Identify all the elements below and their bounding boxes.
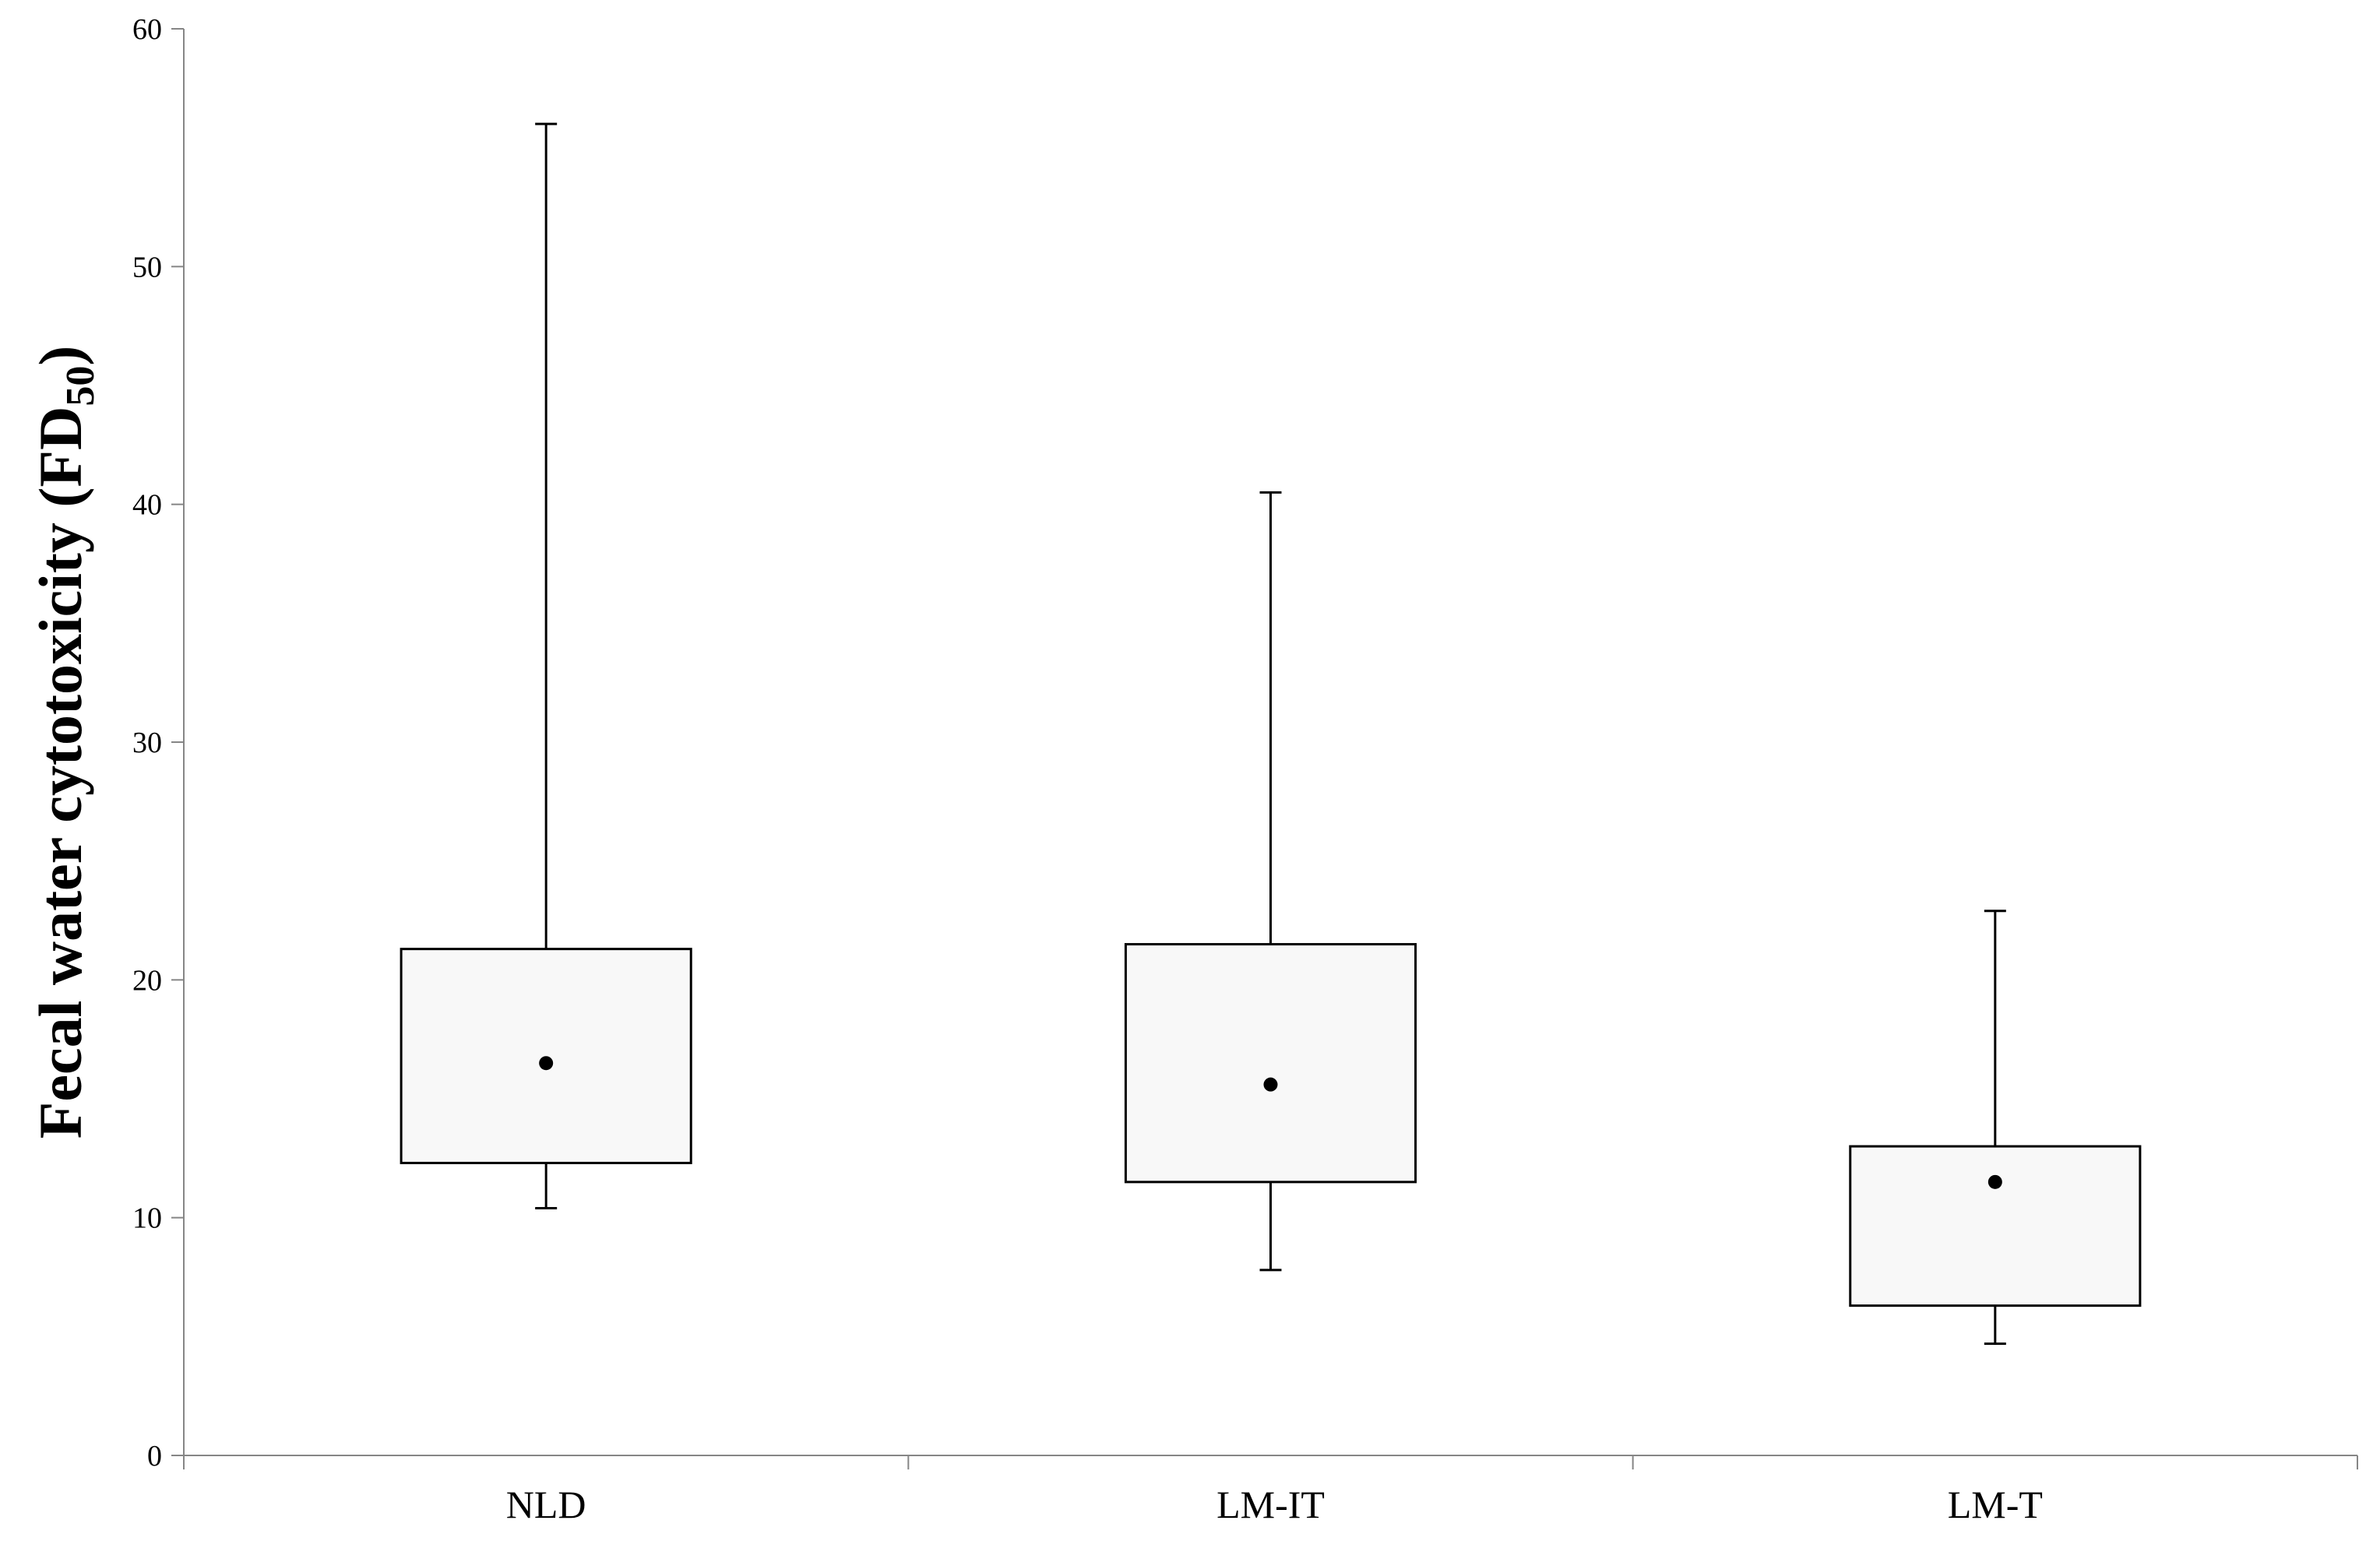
median-dot xyxy=(1263,1077,1278,1092)
y-tick-label: 10 xyxy=(132,1202,162,1235)
y-tick-label: 30 xyxy=(132,727,162,759)
y-axis-label-subscript: 50 xyxy=(58,366,103,406)
median-dot xyxy=(539,1056,554,1071)
box xyxy=(1849,1145,2142,1307)
y-tick-label: 50 xyxy=(132,251,162,283)
box xyxy=(1124,943,1417,1184)
y-tick-label: 0 xyxy=(147,1440,162,1473)
y-axis-label-text: ) xyxy=(26,346,94,366)
x-tick-label: LM-IT xyxy=(1216,1483,1325,1526)
y-axis-label-text: Fecal water cytotoxicity (FD xyxy=(26,406,94,1139)
y-tick-label: 40 xyxy=(132,489,162,522)
y-tick-label: 20 xyxy=(132,964,162,997)
x-tick-label: NLD xyxy=(506,1483,586,1526)
y-tick-label: 60 xyxy=(132,13,162,46)
y-axis-label: Fecal water cytotoxicity (FD50) xyxy=(26,346,103,1139)
box xyxy=(400,948,692,1164)
median-dot xyxy=(1987,1174,2002,1189)
x-tick-label: LM-T xyxy=(1948,1483,2043,1526)
